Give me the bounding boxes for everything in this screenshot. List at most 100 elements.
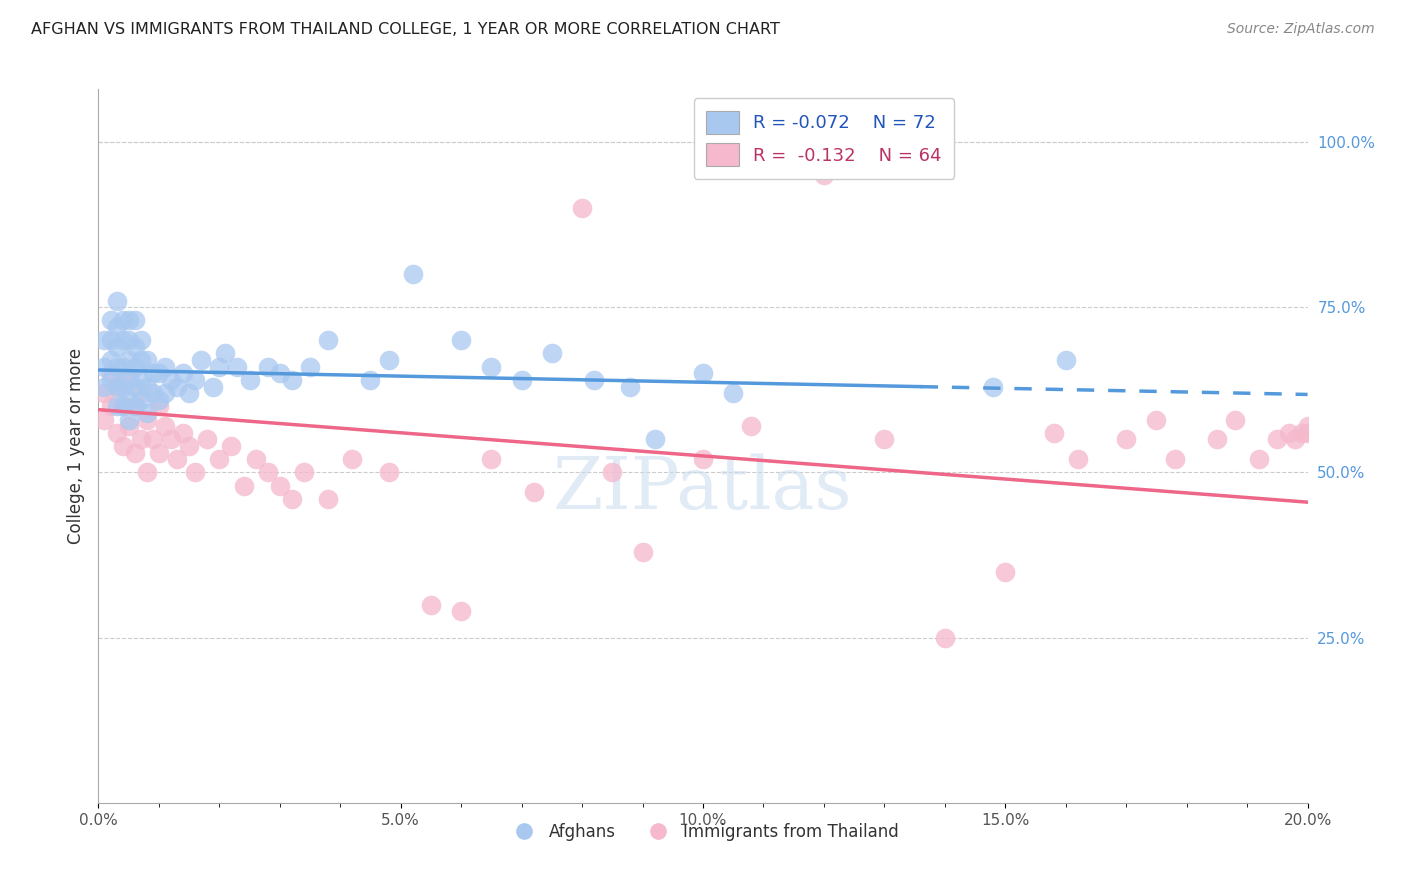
Point	[1042, 425, 1064, 440]
Point	[93, 359, 115, 374]
Point	[179, 439, 201, 453]
Point	[740, 419, 762, 434]
Point	[160, 433, 183, 447]
Point	[1284, 433, 1306, 447]
Point	[269, 367, 291, 381]
Point	[142, 433, 165, 447]
Point	[124, 379, 146, 393]
Point	[142, 386, 165, 401]
Point	[450, 604, 472, 618]
Point	[360, 373, 382, 387]
Point	[1223, 412, 1246, 426]
Point	[129, 373, 152, 387]
Point	[124, 400, 146, 414]
Point	[292, 466, 315, 480]
Point	[583, 373, 606, 387]
Point	[377, 353, 399, 368]
Point	[118, 367, 141, 381]
Y-axis label: College, 1 year or more: College, 1 year or more	[66, 348, 84, 544]
Point	[172, 425, 194, 440]
Point	[124, 445, 146, 459]
Point	[813, 168, 835, 182]
Point	[148, 400, 170, 414]
Point	[111, 400, 134, 414]
Point	[105, 400, 128, 414]
Point	[100, 367, 122, 381]
Point	[118, 419, 141, 434]
Point	[124, 313, 146, 327]
Point	[256, 359, 278, 374]
Point	[93, 379, 115, 393]
Point	[571, 201, 593, 215]
Text: Source: ZipAtlas.com: Source: ZipAtlas.com	[1227, 22, 1375, 37]
Point	[1249, 452, 1271, 467]
Point	[135, 406, 157, 420]
Point	[1267, 433, 1289, 447]
Point	[93, 386, 115, 401]
Point	[153, 419, 176, 434]
Point	[100, 333, 122, 347]
Point	[239, 373, 262, 387]
Point	[402, 267, 425, 281]
Point	[100, 373, 122, 387]
Point	[153, 386, 176, 401]
Point	[135, 379, 157, 393]
Point	[111, 379, 134, 393]
Point	[226, 359, 249, 374]
Point	[692, 452, 714, 467]
Point	[873, 433, 896, 447]
Legend: Afghans, Immigrants from Thailand: Afghans, Immigrants from Thailand	[501, 817, 905, 848]
Point	[232, 478, 254, 492]
Point	[166, 379, 188, 393]
Point	[195, 433, 218, 447]
Point	[105, 320, 128, 334]
Point	[481, 359, 503, 374]
Point	[1144, 412, 1167, 426]
Point	[172, 367, 194, 381]
Point	[135, 412, 157, 426]
Point	[281, 491, 304, 506]
Text: ZIPatlas: ZIPatlas	[553, 453, 853, 524]
Point	[111, 359, 134, 374]
Point	[644, 433, 666, 447]
Point	[118, 392, 141, 407]
Point	[631, 545, 654, 559]
Point	[129, 333, 152, 347]
Point	[166, 452, 188, 467]
Point	[118, 313, 141, 327]
Point	[105, 359, 128, 374]
Point	[619, 379, 641, 393]
Point	[269, 478, 291, 492]
Point	[153, 359, 176, 374]
Point	[342, 452, 364, 467]
Point	[160, 373, 183, 387]
Point	[1296, 425, 1319, 440]
Point	[135, 466, 157, 480]
Point	[100, 313, 122, 327]
Point	[221, 439, 243, 453]
Point	[100, 353, 122, 368]
Point	[190, 353, 212, 368]
Point	[377, 466, 399, 480]
Point	[118, 412, 141, 426]
Point	[129, 392, 152, 407]
Text: AFGHAN VS IMMIGRANTS FROM THAILAND COLLEGE, 1 YEAR OR MORE CORRELATION CHART: AFGHAN VS IMMIGRANTS FROM THAILAND COLLE…	[31, 22, 780, 37]
Point	[299, 359, 322, 374]
Point	[118, 333, 141, 347]
Point	[142, 367, 165, 381]
Point	[256, 466, 278, 480]
Point	[105, 293, 128, 308]
Point	[316, 491, 339, 506]
Point	[481, 452, 503, 467]
Point	[148, 367, 170, 381]
Point	[124, 400, 146, 414]
Point	[105, 379, 128, 393]
Point	[1067, 452, 1090, 467]
Point	[1296, 419, 1319, 434]
Point	[111, 333, 134, 347]
Point	[135, 353, 157, 368]
Point	[540, 346, 562, 360]
Point	[100, 400, 122, 414]
Point	[723, 386, 745, 401]
Point	[105, 340, 128, 354]
